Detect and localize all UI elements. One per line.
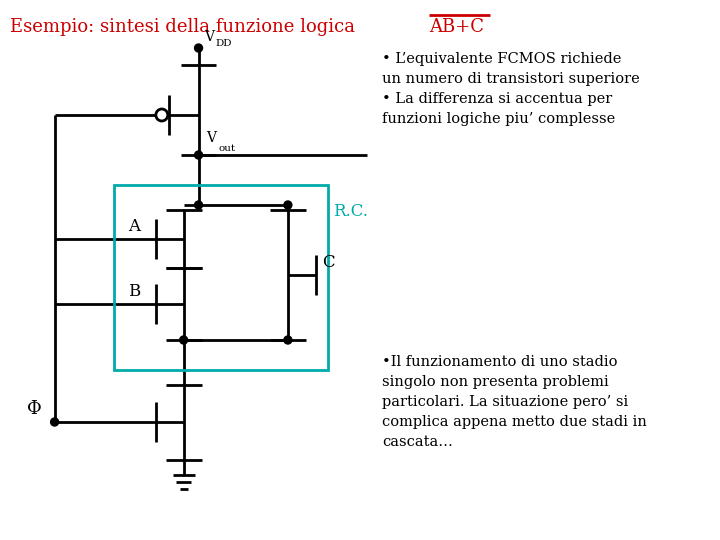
Text: C: C — [322, 254, 334, 271]
Text: • L’equivalente FCMOS richiede
un numero di transistori superiore
• La differenz: • L’equivalente FCMOS richiede un numero… — [382, 52, 640, 126]
Circle shape — [156, 109, 168, 121]
Circle shape — [284, 336, 292, 344]
Text: A: A — [128, 218, 140, 235]
Bar — [114, 185, 328, 370]
Text: Esempio: sintesi della funzione logica: Esempio: sintesi della funzione logica — [10, 18, 361, 36]
Circle shape — [194, 201, 202, 209]
Circle shape — [194, 151, 202, 159]
Text: V: V — [204, 30, 215, 44]
Text: AB+C: AB+C — [429, 18, 484, 36]
Circle shape — [180, 336, 188, 344]
Text: Φ: Φ — [27, 400, 42, 418]
Circle shape — [50, 418, 58, 426]
Circle shape — [284, 201, 292, 209]
Text: •Il funzionamento di uno stadio
singolo non presenta problemi
particolari. La si: •Il funzionamento di uno stadio singolo … — [382, 355, 647, 449]
Text: DD: DD — [215, 39, 232, 48]
Text: out: out — [218, 144, 235, 153]
Text: R.C.: R.C. — [333, 203, 367, 220]
Text: B: B — [128, 283, 140, 300]
Circle shape — [194, 44, 202, 52]
Text: V: V — [207, 131, 217, 145]
